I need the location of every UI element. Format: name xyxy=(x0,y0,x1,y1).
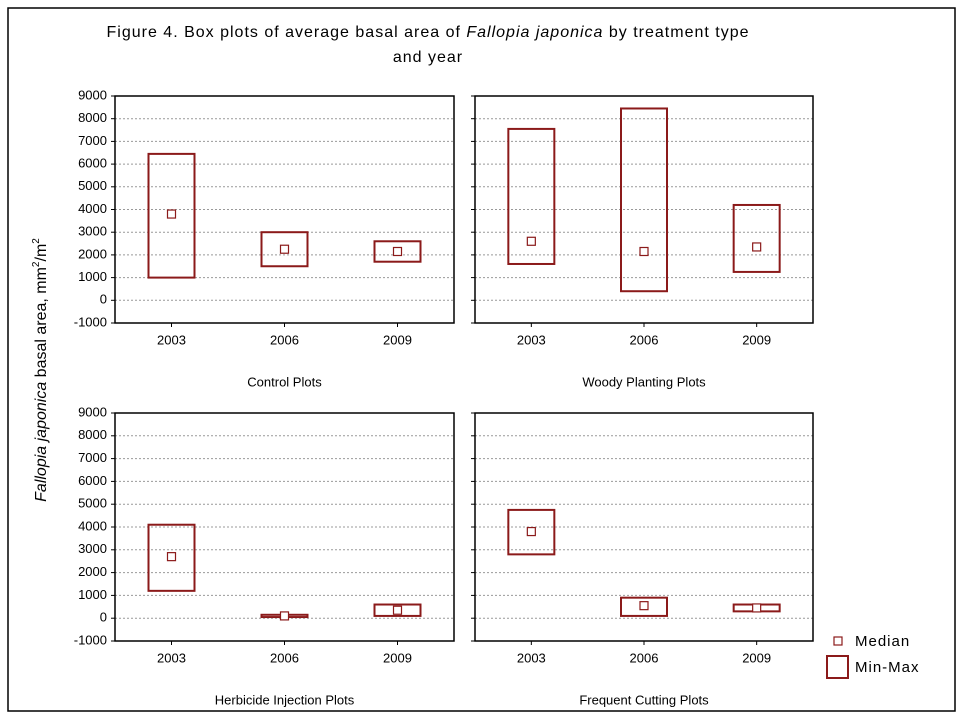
y-tick-label: 2000 xyxy=(78,246,107,261)
legend-median-icon xyxy=(833,636,843,646)
median-marker xyxy=(639,601,649,611)
x-tick-label: 2006 xyxy=(270,650,299,665)
panel-title: Control Plots xyxy=(247,374,322,389)
label-part: 2 xyxy=(31,238,42,244)
x-tick-label: 2009 xyxy=(383,332,412,347)
x-tick-label: 2003 xyxy=(517,650,546,665)
y-tick-label: -1000 xyxy=(74,314,107,329)
legend-minmax-icon xyxy=(826,655,849,679)
x-tick-label: 2003 xyxy=(157,332,186,347)
label-part: /m xyxy=(33,244,50,262)
min-max-box xyxy=(260,231,309,268)
x-tick-label: 2003 xyxy=(517,332,546,347)
y-tick-label: 9000 xyxy=(78,404,107,419)
y-tick-label: 1000 xyxy=(78,269,107,284)
y-tick-label: 7000 xyxy=(78,450,107,465)
min-max-box xyxy=(620,107,668,293)
y-tick-label: 6000 xyxy=(78,473,107,488)
x-tick-label: 2006 xyxy=(270,332,299,347)
min-max-box xyxy=(373,603,422,617)
y-tick-label: 8000 xyxy=(78,427,107,442)
median-marker xyxy=(639,246,649,257)
legend-label: Median xyxy=(855,633,910,650)
panel-title: Woody Planting Plots xyxy=(582,374,706,389)
median-marker xyxy=(392,246,403,257)
title-part: by treatment type xyxy=(603,24,749,41)
figure-border xyxy=(7,7,956,712)
median-marker xyxy=(392,605,403,615)
title-part: Figure 4. Box plots of average basal are… xyxy=(107,24,467,41)
y-tick-label: 8000 xyxy=(78,110,107,125)
chart-title: Figure 4. Box plots of average basal are… xyxy=(107,24,750,41)
median-marker xyxy=(279,244,290,254)
median-marker xyxy=(752,242,762,252)
min-max-box xyxy=(147,152,196,279)
median-marker xyxy=(526,526,536,537)
x-tick-label: 2009 xyxy=(742,332,771,347)
y-tick-label: 6000 xyxy=(78,156,107,171)
y-axis-label: Fallopia japonica basal area, mm2/m2 xyxy=(31,238,50,502)
label-part: 2 xyxy=(31,261,42,267)
y-tick-label: 5000 xyxy=(78,178,107,193)
panel-title: Herbicide Injection Plots xyxy=(215,692,355,707)
x-tick-label: 2003 xyxy=(157,650,186,665)
y-tick-label: 4000 xyxy=(78,201,107,216)
median-marker xyxy=(279,611,290,621)
legend-label: Min-Max xyxy=(855,659,920,676)
title-part: Fallopia japonica xyxy=(466,24,603,41)
y-tick-label: 9000 xyxy=(78,87,107,102)
x-tick-label: 2009 xyxy=(383,650,412,665)
median-marker xyxy=(166,552,177,562)
x-tick-label: 2009 xyxy=(742,650,771,665)
y-tick-label: 5000 xyxy=(78,496,107,511)
min-max-box xyxy=(732,203,781,273)
chart-title: and year xyxy=(393,49,463,66)
min-max-box xyxy=(147,523,196,592)
median-marker xyxy=(526,236,536,246)
min-max-box xyxy=(620,596,668,617)
min-max-box xyxy=(507,508,556,556)
y-tick-label: 0 xyxy=(100,610,107,625)
x-tick-label: 2006 xyxy=(630,650,659,665)
y-tick-label: 1000 xyxy=(78,587,107,602)
y-tick-label: 0 xyxy=(100,292,107,307)
panel-title: Frequent Cutting Plots xyxy=(579,692,709,707)
median-marker xyxy=(752,603,762,613)
min-max-box xyxy=(373,240,422,263)
min-max-box xyxy=(507,127,556,265)
median-marker xyxy=(166,209,177,219)
label-part: basal area, mm xyxy=(33,267,50,382)
y-tick-label: -1000 xyxy=(74,632,107,647)
y-tick-label: 7000 xyxy=(78,133,107,148)
y-tick-label: 3000 xyxy=(78,541,107,556)
y-tick-label: 3000 xyxy=(78,224,107,239)
x-tick-label: 2006 xyxy=(630,332,659,347)
y-tick-label: 2000 xyxy=(78,564,107,579)
label-part: Fallopia japonica xyxy=(33,382,50,502)
y-tick-label: 4000 xyxy=(78,518,107,533)
